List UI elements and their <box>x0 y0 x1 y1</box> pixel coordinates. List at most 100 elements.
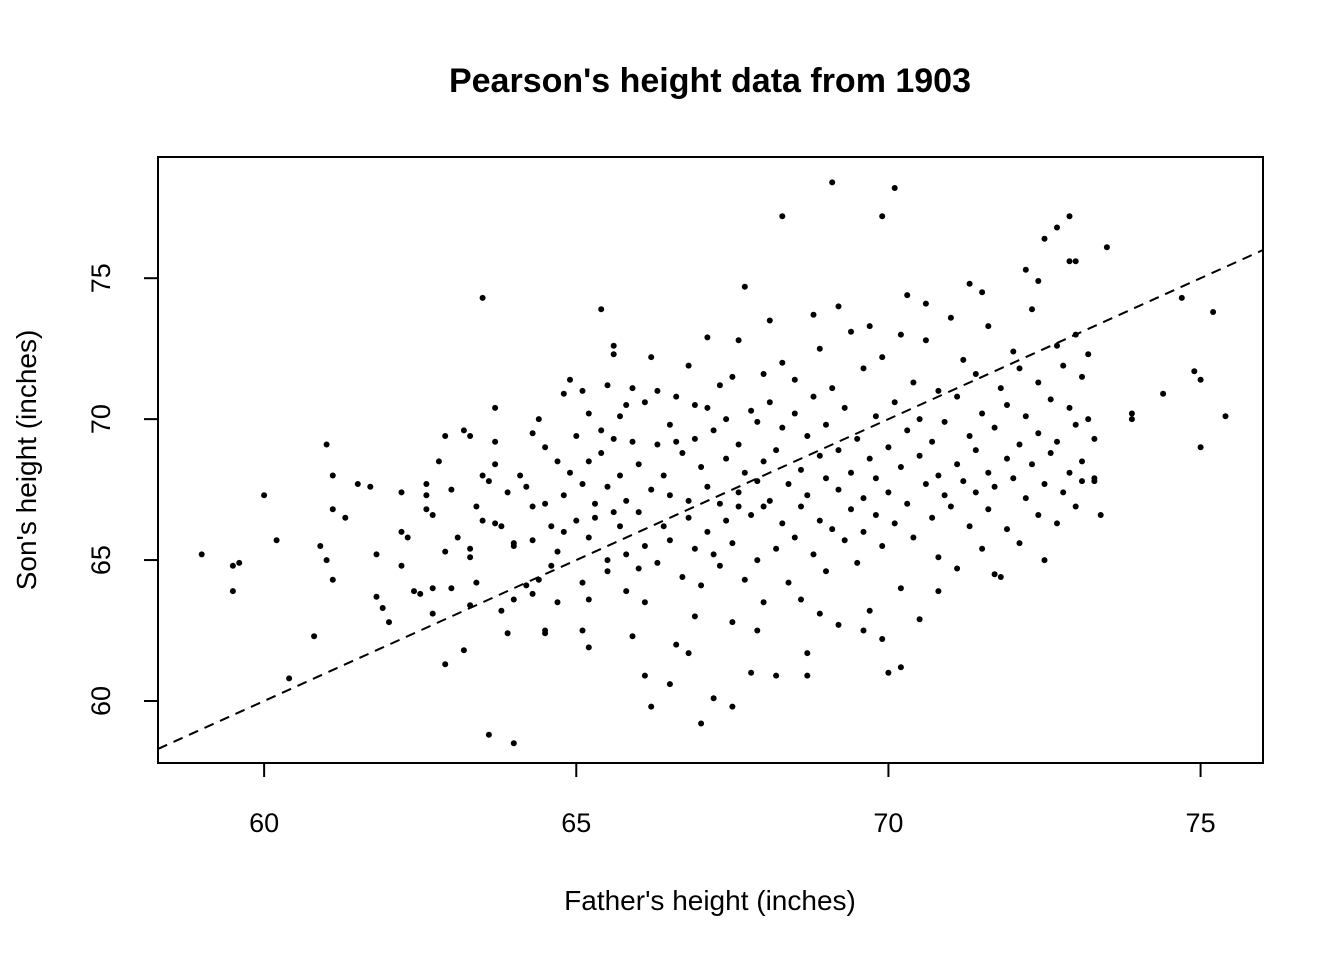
data-point <box>1016 441 1023 448</box>
data-point <box>498 607 505 614</box>
data-point <box>492 520 499 527</box>
data-point <box>810 393 817 400</box>
data-point <box>679 450 686 456</box>
data-point <box>773 447 780 454</box>
data-point <box>1016 540 1023 547</box>
data-point <box>773 545 780 552</box>
data-point <box>766 497 773 504</box>
data-point <box>748 407 755 414</box>
data-point <box>529 537 536 544</box>
data-point <box>398 528 405 535</box>
data-point <box>598 306 605 313</box>
data-point <box>604 568 611 575</box>
data-point <box>835 486 842 493</box>
data-point <box>960 356 967 363</box>
data-point <box>1004 526 1010 533</box>
data-point <box>785 579 792 586</box>
data-point <box>766 399 773 406</box>
data-point <box>448 486 455 493</box>
data-point <box>785 481 792 487</box>
data-point <box>841 404 848 411</box>
data-point <box>723 416 730 423</box>
data-point <box>629 633 636 640</box>
data-point <box>373 593 380 600</box>
data-point <box>910 379 917 386</box>
data-point <box>1047 450 1054 456</box>
data-point <box>985 506 992 513</box>
data-point <box>579 387 586 394</box>
data-point <box>1210 309 1217 315</box>
data-point <box>685 362 692 369</box>
data-point <box>997 385 1004 392</box>
data-point <box>823 568 829 575</box>
data-point <box>510 740 517 747</box>
data-point <box>529 503 536 510</box>
data-point <box>723 455 730 462</box>
data-point <box>542 627 549 634</box>
data-point <box>904 292 911 299</box>
data-point <box>760 599 767 606</box>
data-point <box>754 557 761 564</box>
data-point <box>829 179 836 186</box>
data-point <box>885 444 892 451</box>
data-point <box>354 481 361 487</box>
data-point <box>1022 413 1029 420</box>
data-point <box>648 486 655 493</box>
data-point <box>891 399 898 406</box>
data-point <box>1091 435 1098 442</box>
data-point <box>854 559 861 566</box>
data-point <box>729 540 736 547</box>
data-point <box>685 497 692 504</box>
data-point <box>835 447 842 454</box>
data-point <box>1022 266 1029 273</box>
data-point <box>629 438 636 445</box>
data-point <box>467 433 474 439</box>
data-point <box>442 433 449 439</box>
data-point <box>423 481 430 487</box>
data-point <box>960 478 967 485</box>
data-point <box>879 636 886 642</box>
data-point <box>529 430 536 437</box>
data-point <box>947 314 954 321</box>
data-point <box>342 514 349 521</box>
data-point <box>554 548 561 555</box>
data-point <box>897 664 904 671</box>
data-point <box>1016 365 1023 372</box>
data-point <box>585 534 592 541</box>
data-point <box>648 703 655 710</box>
data-point <box>773 672 780 679</box>
data-point <box>1060 362 1067 369</box>
data-point <box>1072 258 1079 265</box>
data-point <box>966 433 973 439</box>
data-point <box>954 393 961 400</box>
data-point <box>236 559 243 566</box>
data-point <box>779 520 786 527</box>
data-point <box>979 410 986 417</box>
data-point <box>766 317 773 324</box>
data-point <box>935 588 942 595</box>
data-point <box>585 410 592 417</box>
data-point <box>910 534 917 541</box>
data-point <box>966 523 973 530</box>
data-point <box>1035 379 1042 386</box>
data-point <box>479 294 486 301</box>
data-point <box>641 399 648 406</box>
data-point <box>1010 348 1017 355</box>
data-point <box>592 500 598 507</box>
data-point <box>791 410 798 417</box>
data-point <box>579 579 586 586</box>
data-point <box>991 483 998 490</box>
data-point <box>617 472 623 479</box>
data-point <box>417 590 424 597</box>
data-point <box>1041 235 1048 242</box>
reference-line <box>157 249 1264 750</box>
data-point <box>922 337 929 344</box>
data-point <box>1079 478 1085 485</box>
data-point <box>485 478 492 485</box>
x-axis: 60 65 70 75 <box>249 762 1216 838</box>
data-point <box>467 554 474 561</box>
data-point <box>848 506 854 513</box>
data-point <box>666 537 673 544</box>
data-point <box>735 441 742 448</box>
data-point <box>523 483 530 490</box>
